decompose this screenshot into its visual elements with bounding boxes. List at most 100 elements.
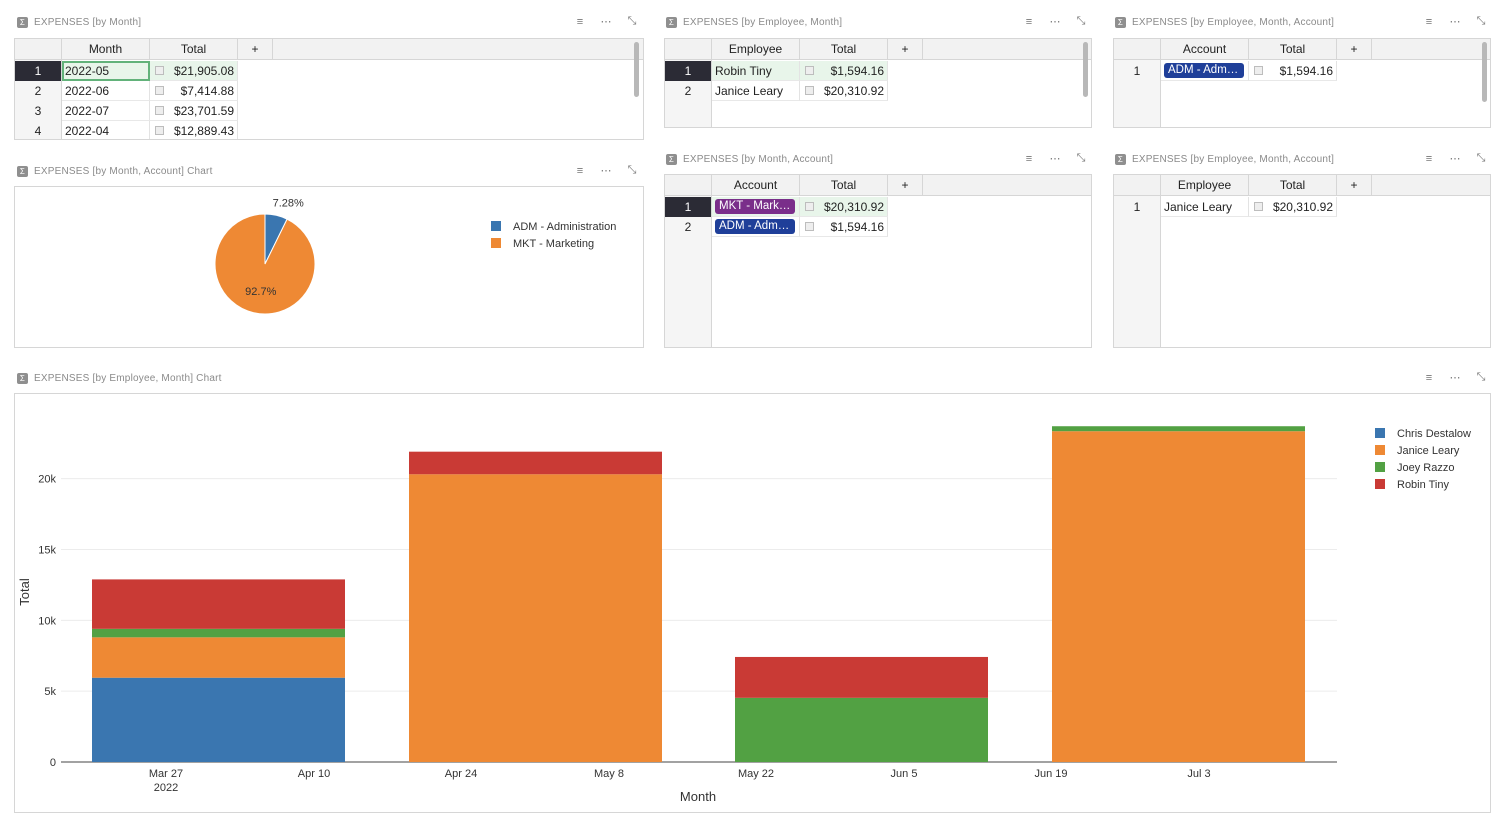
cell-month[interactable]: 2022-06 xyxy=(62,81,150,101)
cell-total[interactable]: $21,905.08 xyxy=(150,61,238,81)
add-column-button[interactable]: + xyxy=(888,39,923,60)
account-chip: ADM - Administration xyxy=(715,219,795,234)
cell-total[interactable]: $20,310.92 xyxy=(800,81,888,101)
add-column-button[interactable]: + xyxy=(1337,175,1372,196)
row-number-column xyxy=(1114,175,1161,347)
row-number[interactable]: 1 xyxy=(15,61,61,81)
pie-value-label: 7.28% xyxy=(273,198,304,210)
x-tick-label: Jun 19 xyxy=(1034,768,1067,780)
row-number[interactable]: 2 xyxy=(34,84,42,98)
formula-icon xyxy=(1254,202,1263,211)
sort-filter-icon[interactable]: ≡ xyxy=(1425,371,1433,384)
cell-total[interactable]: $12,889.43 xyxy=(150,121,238,139)
pie-value-label: 92.7% xyxy=(245,286,276,298)
row-number[interactable]: 1 xyxy=(1133,64,1141,78)
vertical-scrollbar[interactable] xyxy=(634,42,639,97)
expand-icon[interactable]: ⤡ xyxy=(1076,15,1086,27)
column-header-account[interactable]: Account xyxy=(712,175,800,196)
cell-total[interactable]: $1,594.16 xyxy=(1249,61,1337,81)
more-options-icon[interactable]: ⋯ xyxy=(1449,372,1461,384)
account-chip: ADM - Administration xyxy=(1164,63,1244,78)
more-options-icon[interactable]: ⋯ xyxy=(1049,153,1061,165)
add-column-button[interactable]: + xyxy=(238,39,273,60)
cell-account[interactable]: ADM - Administration xyxy=(712,217,800,237)
add-column-button[interactable]: + xyxy=(888,175,923,196)
column-header-account[interactable]: Account xyxy=(1161,39,1249,60)
sort-filter-icon[interactable]: ≡ xyxy=(576,164,584,177)
expand-icon[interactable]: ⤡ xyxy=(627,15,637,27)
corner-cell xyxy=(665,39,712,60)
row-number[interactable]: 3 xyxy=(34,104,42,118)
stacked-bar-chart[interactable]: 0 5k 10k 15k 20k Mar 27 2022 Apr 10 Apr 24 May 8 M… xyxy=(15,394,1490,812)
cell-employee[interactable]: Janice Leary xyxy=(1161,197,1249,217)
expand-icon[interactable]: ⤡ xyxy=(1476,15,1486,27)
legend-label: Janice Leary xyxy=(1397,445,1460,457)
column-header-month[interactable]: Month xyxy=(62,39,150,60)
row-number[interactable]: 1 xyxy=(665,197,711,217)
expand-icon[interactable]: ⤡ xyxy=(1476,152,1486,164)
vertical-scrollbar[interactable] xyxy=(1482,42,1487,102)
widget-title-text: EXPENSES [by Month, Account] xyxy=(683,154,834,165)
sort-filter-icon[interactable]: ≡ xyxy=(1025,15,1033,28)
sort-filter-icon[interactable]: ≡ xyxy=(1025,152,1033,165)
cell-total[interactable]: $7,414.88 xyxy=(150,81,238,101)
cell-total-value: $7,414.88 xyxy=(180,84,234,98)
legend-label: MKT - Marketing xyxy=(513,238,594,250)
cell-total[interactable]: $23,701.59 xyxy=(150,101,238,121)
cell-employee[interactable]: Robin Tiny xyxy=(712,61,800,81)
widget-title-pie-chart: Σ EXPENSES [by Month, Account] Chart xyxy=(17,166,213,177)
row-number[interactable]: 2 xyxy=(684,220,692,234)
cell-total[interactable]: $20,310.92 xyxy=(1249,197,1337,217)
column-header-employee[interactable]: Employee xyxy=(712,39,800,60)
more-options-icon[interactable]: ⋯ xyxy=(1449,153,1461,165)
cell-month[interactable]: 2022-04 xyxy=(62,121,150,139)
pie-chart[interactable]: 7.28% 92.7% ADM - Administration MKT - Mark… xyxy=(15,187,643,347)
cell-employee[interactable]: Janice Leary xyxy=(712,81,800,101)
formula-icon xyxy=(155,86,164,95)
sigma-icon: Σ xyxy=(17,17,28,28)
cell-total[interactable]: $1,594.16 xyxy=(800,61,888,81)
cell-total-value: $20,310.92 xyxy=(1272,200,1333,214)
more-options-icon[interactable]: ⋯ xyxy=(600,165,612,177)
column-header-total[interactable]: Total xyxy=(150,39,238,60)
bar-segment xyxy=(92,579,345,629)
add-column-button[interactable]: + xyxy=(1337,39,1372,60)
x-tick-label: Apr 10 xyxy=(298,768,330,780)
column-header-employee[interactable]: Employee xyxy=(1161,175,1249,196)
sort-filter-icon[interactable]: ≡ xyxy=(1425,152,1433,165)
cell-month[interactable]: 2022-07 xyxy=(62,101,150,121)
cell-account[interactable]: MKT - Marketing xyxy=(712,197,800,217)
more-options-icon[interactable]: ⋯ xyxy=(1449,16,1461,28)
sigma-icon: Σ xyxy=(17,166,28,177)
cell-account[interactable]: ADM - Administration xyxy=(1161,61,1249,81)
cell-total[interactable]: $1,594.16 xyxy=(800,217,888,237)
row-number[interactable]: 1 xyxy=(665,61,711,81)
cell-total-value: $12,889.43 xyxy=(173,124,234,138)
row-number[interactable]: 2 xyxy=(684,84,692,98)
more-options-icon[interactable]: ⋯ xyxy=(1049,16,1061,28)
sort-filter-icon[interactable]: ≡ xyxy=(1425,15,1433,28)
more-options-icon[interactable]: ⋯ xyxy=(600,16,612,28)
row-number[interactable]: 1 xyxy=(1133,200,1141,214)
expand-icon[interactable]: ⤡ xyxy=(1076,152,1086,164)
bar-segment xyxy=(409,474,662,762)
sort-filter-icon[interactable]: ≡ xyxy=(576,15,584,28)
corner-cell xyxy=(15,39,62,60)
grid-by-employee-month: Employee Total + 1 Robin Tiny $1,594.16 … xyxy=(664,38,1092,128)
expand-icon[interactable]: ⤡ xyxy=(627,164,637,176)
row-number[interactable]: 4 xyxy=(34,124,42,138)
column-header-total[interactable]: Total xyxy=(800,39,888,60)
vertical-scrollbar[interactable] xyxy=(1083,42,1088,97)
cell-total[interactable]: $20,310.92 xyxy=(800,197,888,217)
pie-chart-panel: 7.28% 92.7% ADM - Administration MKT - Mark… xyxy=(14,186,644,348)
grid-by-month: Month Total + 1 2022-05 $21,905.08 2 202… xyxy=(14,38,644,140)
widget-toolbar: ≡ ⋯ ⤡ xyxy=(1423,371,1487,384)
column-header-total[interactable]: Total xyxy=(1249,39,1337,60)
column-header-total[interactable]: Total xyxy=(800,175,888,196)
y-tick-label: 0 xyxy=(50,757,56,769)
widget-title-by-month-account: Σ EXPENSES [by Month, Account] xyxy=(666,154,833,165)
expand-icon[interactable]: ⤡ xyxy=(1476,371,1486,383)
cell-month[interactable]: 2022-05 xyxy=(62,61,150,81)
widget-title-by-employee-month-account-2: Σ EXPENSES [by Employee, Month, Account] xyxy=(1115,154,1334,165)
column-header-total[interactable]: Total xyxy=(1249,175,1337,196)
